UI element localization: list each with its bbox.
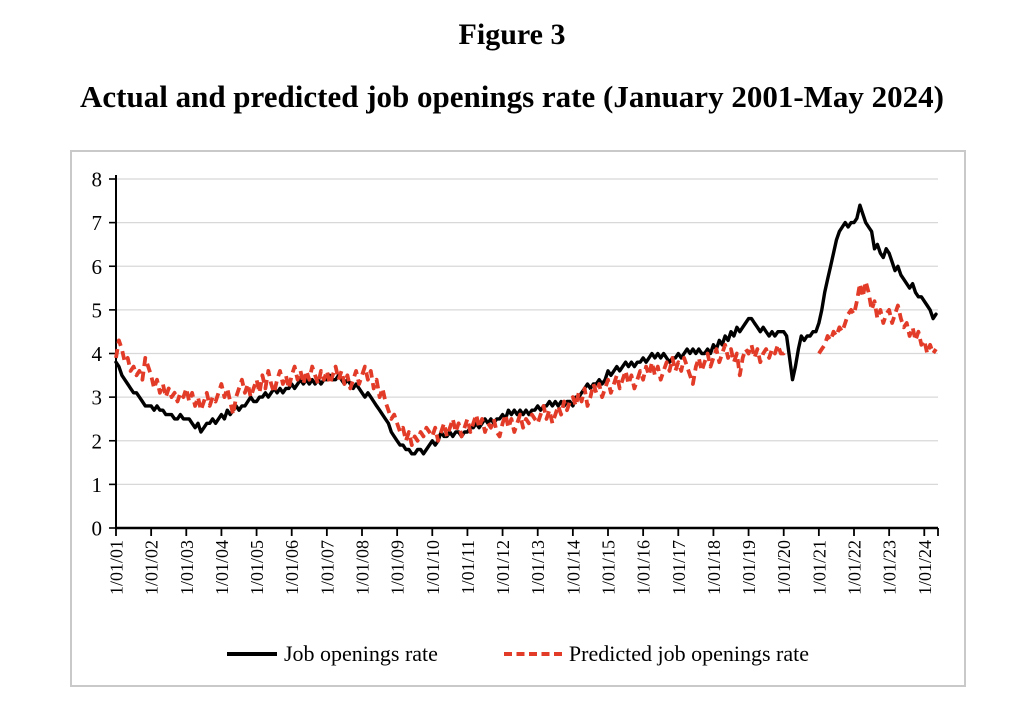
legend-label-actual: Job openings rate	[283, 641, 438, 666]
x-tick-label: 1/01/15	[599, 540, 619, 595]
x-tick-label: 1/01/02	[142, 540, 162, 595]
x-tick-label: 1/01/20	[774, 540, 794, 595]
x-tick-label: 1/01/22	[845, 540, 865, 595]
y-tick-label: 1	[92, 473, 103, 497]
x-tick-label: 1/01/18	[704, 540, 724, 595]
legend-item-actual: Job openings rate	[226, 641, 438, 666]
x-tick-label: 1/01/23	[880, 540, 900, 595]
x-tick-label: 1/01/11	[458, 540, 478, 594]
y-tick-label: 2	[92, 429, 103, 453]
chart-legend: Job openings rate Predicted job openings…	[72, 643, 964, 665]
y-tick-label: 7	[92, 211, 103, 235]
x-tick-label: 1/01/16	[634, 540, 654, 595]
x-tick-label: 1/01/13	[528, 540, 548, 595]
x-tick-label: 1/01/06	[282, 540, 302, 595]
y-tick-label: 0	[92, 517, 103, 541]
x-tick-label: 1/01/24	[915, 540, 935, 595]
y-tick-label: 4	[92, 342, 103, 366]
x-tick-label: 1/01/17	[669, 540, 689, 595]
series-line-predicted	[114, 279, 938, 447]
y-tick-label: 5	[92, 298, 103, 322]
legend-label-predicted: Predicted job openings rate	[568, 641, 810, 666]
y-tick-label: 3	[92, 386, 103, 410]
x-tick-label: 1/01/03	[177, 540, 197, 595]
x-tick-label: 1/01/19	[739, 540, 759, 595]
x-tick-label: 1/01/12	[493, 540, 513, 595]
gridlines	[116, 178, 938, 486]
y-tick-labels: 0 1 2 3 4 5 6 7 8	[92, 168, 103, 541]
series-line-actual	[114, 203, 938, 456]
dashed-line-swatch	[503, 652, 562, 656]
figure-label: Figure 3	[458, 18, 566, 51]
chart-frame: 0 1 2 3 4 5 6 7 8 1/01/01 1/01/02 1/01/03 1/01/04 1/0…	[70, 150, 966, 687]
solid-line-swatch	[226, 652, 277, 656]
x-tick-label: 1/01/08	[353, 540, 373, 595]
x-tick-label: 1/01/05	[247, 540, 267, 595]
x-tick-label: 1/01/01	[107, 540, 127, 595]
x-tick-label: 1/01/10	[423, 540, 443, 595]
y-tick-label: 8	[92, 168, 103, 192]
x-tick-label: 1/01/04	[212, 540, 232, 595]
x-tick-label: 1/01/21	[809, 540, 829, 595]
axes	[109, 175, 939, 536]
x-tick-label: 1/01/07	[317, 540, 337, 595]
x-tick-labels: 1/01/01 1/01/02 1/01/03 1/01/04 1/01/05 1/01/…	[107, 540, 935, 595]
figure-title: Actual and predicted job openings rate (…	[80, 79, 944, 114]
x-tick-label: 1/01/09	[388, 540, 408, 595]
y-tick-label: 6	[92, 255, 103, 279]
x-tick-label: 1/01/14	[563, 540, 583, 595]
legend-item-predicted: Predicted job openings rate	[503, 641, 810, 666]
